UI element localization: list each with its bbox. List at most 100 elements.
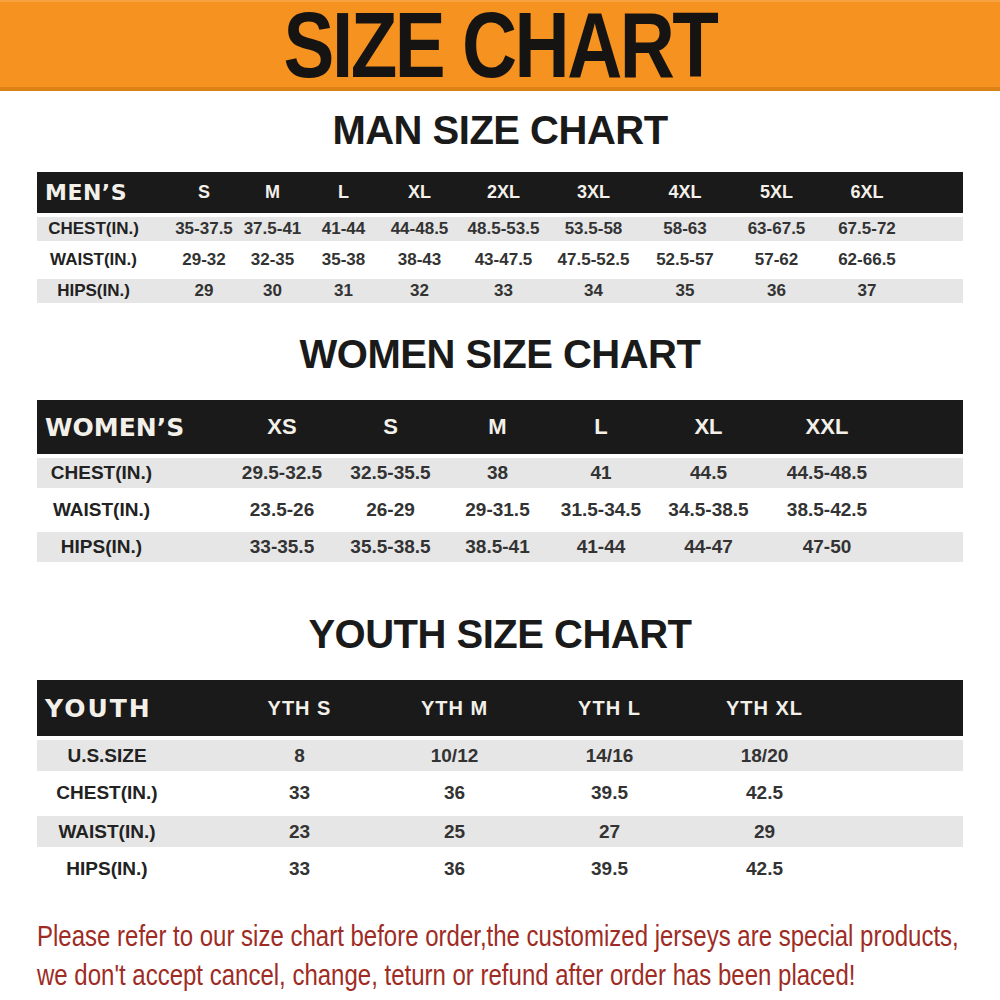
column-header: XXL — [765, 400, 889, 454]
size-cell: 38 — [445, 454, 550, 491]
table-title-cell: YOUTH — [37, 680, 222, 736]
man-section-title: MAN SIZE CHART — [0, 110, 1000, 150]
youth-section-title: YOUTH SIZE CHART — [0, 614, 1000, 654]
size-cell: 35-37.5 — [170, 213, 238, 244]
column-header: 4XL — [639, 172, 731, 213]
man-size-table: MEN’SSMLXL2XL3XL4XL5XL6XLCHEST(IN.)35-37… — [37, 172, 963, 306]
column-header: YTH M — [377, 680, 532, 736]
size-cell: 25 — [377, 812, 532, 850]
table-row: CHEST(IN.)35-37.537.5-4141-4444-48.548.5… — [37, 213, 963, 244]
row-label: WAIST(IN.) — [37, 491, 228, 528]
row-label: U.S.SIZE — [37, 736, 222, 774]
table-row: HIPS(IN.)333639.542.5 — [37, 850, 963, 888]
column-header: 2XL — [459, 172, 548, 213]
size-cell: 53.5-58 — [548, 213, 639, 244]
size-cell: 39.5 — [532, 774, 687, 812]
size-cell: 36 — [377, 774, 532, 812]
column-header: XS — [228, 400, 336, 454]
size-cell: 44-47 — [652, 528, 765, 565]
size-cell: 26-29 — [336, 491, 445, 528]
size-cell: 30 — [238, 275, 307, 306]
table-row: WAIST(IN.)23.5-2626-2929-31.531.5-34.534… — [37, 491, 963, 528]
column-header: 6XL — [822, 172, 912, 213]
size-cell: 31.5-34.5 — [550, 491, 652, 528]
size-cell: 33 — [459, 275, 548, 306]
row-label: CHEST(IN.) — [37, 454, 228, 491]
column-header: 5XL — [731, 172, 822, 213]
size-cell: 48.5-53.5 — [459, 213, 548, 244]
empty-cell — [889, 491, 963, 528]
size-cell: 33-35.5 — [228, 528, 336, 565]
column-header: YTH S — [222, 680, 377, 736]
size-cell: 42.5 — [687, 774, 842, 812]
size-cell: 29.5-32.5 — [228, 454, 336, 491]
column-header: YTH L — [532, 680, 687, 736]
size-cell: 34.5-38.5 — [652, 491, 765, 528]
size-cell: 57-62 — [731, 244, 822, 275]
size-cell: 33 — [222, 774, 377, 812]
youth-size-table: YOUTHYTH SYTH MYTH LYTH XLU.S.SIZE810/12… — [37, 680, 963, 888]
row-label: HIPS(IN.) — [37, 850, 222, 888]
row-label: HIPS(IN.) — [37, 275, 170, 306]
empty-header-cell — [889, 400, 963, 454]
empty-cell — [842, 850, 963, 888]
column-header: L — [550, 400, 652, 454]
empty-cell — [912, 244, 963, 275]
column-header: XL — [380, 172, 459, 213]
empty-cell — [842, 774, 963, 812]
footer-line-2: we don't accept cancel, change, teturn o… — [37, 955, 959, 994]
size-cell: 8 — [222, 736, 377, 774]
table-title-cell: WOMEN’S — [37, 400, 228, 454]
column-header: YTH XL — [687, 680, 842, 736]
size-cell: 35 — [639, 275, 731, 306]
women-size-table: WOMEN’SXSSMLXLXXLCHEST(IN.)29.5-32.532.5… — [37, 400, 963, 565]
size-cell: 47-50 — [765, 528, 889, 565]
size-cell: 18/20 — [687, 736, 842, 774]
size-cell: 38.5-41 — [445, 528, 550, 565]
footer-line-1: Please refer to our size chart before or… — [37, 916, 959, 955]
page-title: SIZE CHART — [284, 0, 717, 92]
empty-cell — [842, 736, 963, 774]
table-title-cell: MEN’S — [37, 172, 170, 213]
size-cell: 41 — [550, 454, 652, 491]
row-label: WAIST(IN.) — [37, 244, 170, 275]
size-cell: 43-47.5 — [459, 244, 548, 275]
size-cell: 29-31.5 — [445, 491, 550, 528]
empty-cell — [912, 213, 963, 244]
women-section-title: WOMEN SIZE CHART — [0, 334, 1000, 374]
size-cell: 31 — [307, 275, 380, 306]
size-cell: 47.5-52.5 — [548, 244, 639, 275]
size-cell: 35.5-38.5 — [336, 528, 445, 565]
column-header: L — [307, 172, 380, 213]
size-cell: 38-43 — [380, 244, 459, 275]
size-cell: 37 — [822, 275, 912, 306]
size-cell: 34 — [548, 275, 639, 306]
table-row: WAIST(IN.)29-3232-3535-3838-4343-47.547.… — [37, 244, 963, 275]
row-label: HIPS(IN.) — [37, 528, 228, 565]
size-cell: 35-38 — [307, 244, 380, 275]
size-cell: 23.5-26 — [228, 491, 336, 528]
size-cell: 52.5-57 — [639, 244, 731, 275]
size-chart-page: SIZE CHART MAN SIZE CHART MEN’SSMLXL2XL3… — [0, 0, 1000, 1000]
size-cell: 10/12 — [377, 736, 532, 774]
column-header: M — [445, 400, 550, 454]
empty-cell — [842, 812, 963, 850]
size-cell: 14/16 — [532, 736, 687, 774]
size-cell: 58-63 — [639, 213, 731, 244]
size-cell: 67.5-72 — [822, 213, 912, 244]
size-cell: 62-66.5 — [822, 244, 912, 275]
column-header: XL — [652, 400, 765, 454]
table-header-row: YOUTHYTH SYTH MYTH LYTH XL — [37, 680, 963, 736]
size-cell: 29 — [687, 812, 842, 850]
size-cell: 36 — [731, 275, 822, 306]
size-cell: 32-35 — [238, 244, 307, 275]
size-cell: 32.5-35.5 — [336, 454, 445, 491]
table-row: CHEST(IN.)333639.542.5 — [37, 774, 963, 812]
size-cell: 44.5 — [652, 454, 765, 491]
size-cell: 44.5-48.5 — [765, 454, 889, 491]
footer-note: Please refer to our size chart before or… — [37, 916, 1000, 994]
size-cell: 44-48.5 — [380, 213, 459, 244]
table-row: HIPS(IN.)293031323334353637 — [37, 275, 963, 306]
size-cell: 27 — [532, 812, 687, 850]
empty-cell — [889, 454, 963, 491]
